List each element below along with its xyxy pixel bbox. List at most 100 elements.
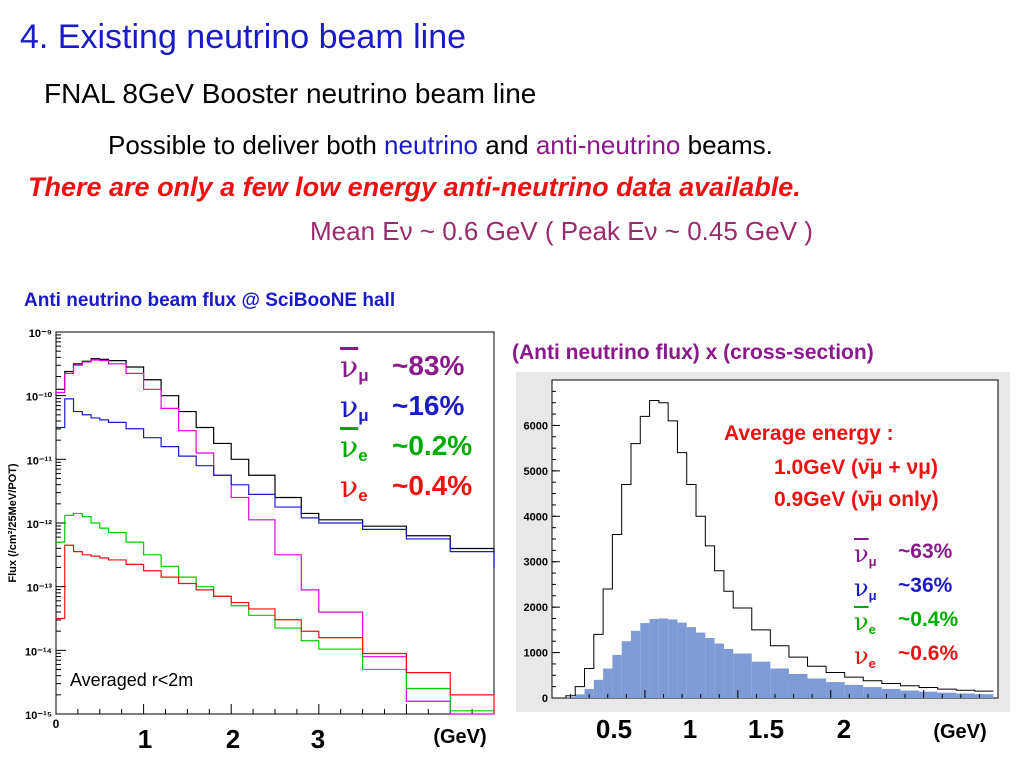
- filled-bar: [603, 668, 613, 698]
- legend-subscript: e: [358, 446, 368, 466]
- x-big-label: 3: [311, 724, 325, 754]
- filled-bar: [733, 653, 752, 698]
- mean-energy-text: Mean Eν ~ 0.6 GeV ( Peak Eν ~ 0.45 GeV ): [310, 216, 813, 246]
- y-tick-label: 0: [542, 693, 548, 705]
- legend-symbol: ν: [340, 470, 359, 505]
- filled-bar: [714, 643, 724, 698]
- x-unit-label: (GeV): [933, 721, 986, 743]
- filled-bar: [956, 693, 975, 698]
- avg-energy-line2: 0.9GeV (ν̄μ only): [774, 488, 939, 511]
- line-mid: and: [478, 130, 536, 160]
- legend-entry: νe ~0.4%: [854, 608, 958, 638]
- legend-symbol: ν: [854, 540, 869, 568]
- y-tick-label: 4000: [524, 511, 548, 523]
- y-tick-label: 2000: [524, 602, 548, 614]
- filled-bar: [788, 673, 808, 698]
- series-numu: [56, 398, 495, 568]
- right-chart-title: (Anti neutrino flux) x (cross-section): [512, 341, 874, 364]
- legend-symbol: ν: [854, 608, 869, 636]
- series-anti-numu: [56, 359, 494, 715]
- legend-entry: νμ ~83%: [340, 350, 464, 386]
- neutrino-word: neutrino: [384, 130, 479, 160]
- filled-bar: [807, 678, 827, 698]
- anti-neutrino-word: anti-neutrino: [535, 130, 681, 160]
- x-tick-label: 0.5: [596, 714, 632, 744]
- left-chart-title: Anti neutrino beam flux @ SciBooNE hall: [24, 290, 396, 311]
- legend-percent: ~0.4%: [392, 470, 473, 501]
- filled-bar: [612, 654, 622, 698]
- legend-percent: ~36%: [898, 574, 953, 597]
- y-tick-label: 10⁻¹⁴: [25, 646, 52, 658]
- filled-bar: [677, 622, 687, 698]
- x-tick-label: 2: [837, 714, 851, 744]
- legend-entry: νμ ~36%: [854, 574, 952, 603]
- legend-subscript: μ: [868, 554, 877, 570]
- y-tick-label: 10⁻⁹: [29, 328, 52, 340]
- x-tick-label: 1: [683, 714, 697, 744]
- legend-entry: νe ~0.4%: [340, 470, 472, 506]
- legend-percent: ~16%: [392, 390, 465, 421]
- avg-energy-line1: 1.0GeV (ν̄μ + νμ): [774, 456, 938, 479]
- total-outline: [556, 399, 994, 699]
- y-tick-label: 3000: [524, 557, 548, 569]
- filled-bar: [668, 619, 678, 698]
- filled-bar: [575, 694, 585, 698]
- x-tick-label: 0: [53, 717, 60, 731]
- y-tick-label: 1000: [524, 648, 548, 660]
- filled-bar: [696, 632, 706, 698]
- line-pre: Possible to deliver both: [108, 130, 385, 160]
- filled-bar: [937, 692, 957, 698]
- y-tick-label: 10⁻¹⁵: [25, 710, 52, 722]
- legend-percent: ~0.6%: [898, 642, 959, 665]
- page-title: 4. Existing neutrino beam line: [20, 18, 467, 56]
- filled-bar: [705, 638, 715, 698]
- filled-bar: [593, 679, 604, 698]
- beam-description: Possible to deliver both neutrino and an…: [108, 130, 773, 161]
- y-tick-label: 10⁻¹⁰: [26, 392, 53, 404]
- legend-subscript: e: [868, 622, 876, 638]
- filled-bar: [658, 618, 669, 698]
- filled-bar: [640, 623, 650, 698]
- legend-subscript: e: [358, 486, 368, 506]
- legend-entry: νe ~0.6%: [854, 642, 958, 672]
- filled-bar: [863, 687, 882, 698]
- filled-bar: [770, 668, 789, 698]
- xsec-chart: 0 1000 2000 3000 4000 5000 6000 0.5 1 1.5 2 (GeV) Av…: [516, 372, 1010, 744]
- annotation-bg: [62, 663, 244, 693]
- y-tick-label: 5000: [524, 466, 548, 478]
- y-axis-label: Flux (/cm²/25MeV/POT): [7, 463, 19, 583]
- filled-bar: [900, 690, 920, 698]
- filled-bar: [751, 661, 771, 698]
- y-tick-label: 10⁻¹³: [27, 583, 53, 595]
- legend-entry: νμ ~16%: [340, 390, 464, 426]
- filled-bar: [974, 694, 994, 698]
- filled-bar: [649, 618, 659, 698]
- legend-symbol: ν: [854, 642, 869, 670]
- filled-bar: [826, 682, 845, 698]
- legend-percent: ~0.2%: [392, 430, 473, 461]
- filled-bar: [686, 627, 697, 698]
- subheading: FNAL 8GeV Booster neutrino beam line: [44, 78, 537, 109]
- x-unit-label: (GeV): [433, 726, 486, 748]
- filled-bar: [919, 691, 938, 698]
- legend-entry: νe ~0.2%: [340, 430, 472, 466]
- filled-bar: [723, 648, 734, 698]
- legend-percent: ~0.4%: [898, 608, 959, 631]
- filled-bar: [844, 684, 864, 698]
- x-tick-label: 1.5: [748, 714, 784, 744]
- legend-subscript: μ: [358, 366, 369, 386]
- legend-symbol: ν: [340, 390, 359, 425]
- filled-bar: [584, 688, 594, 698]
- flux-chart: 10⁻⁹ 10⁻¹⁰ 10⁻¹¹ 10⁻¹² 10⁻¹³ 10⁻¹⁴ 10⁻¹⁵0 Flux …: [7, 328, 495, 754]
- avg-energy-title: Average energy :: [724, 422, 894, 445]
- legend-subscript: e: [868, 656, 876, 672]
- legend-symbol: ν: [340, 430, 359, 465]
- line-post: beams.: [680, 130, 773, 160]
- y-tick-label: 10⁻¹¹: [27, 455, 53, 467]
- series-nue: [56, 544, 495, 714]
- legend-entry: νμ ~63%: [854, 540, 952, 570]
- legend-percent: ~83%: [392, 350, 465, 381]
- filled-bar: [630, 630, 641, 698]
- legend-percent: ~63%: [898, 540, 953, 563]
- y-tick-label: 10⁻¹²: [27, 519, 53, 531]
